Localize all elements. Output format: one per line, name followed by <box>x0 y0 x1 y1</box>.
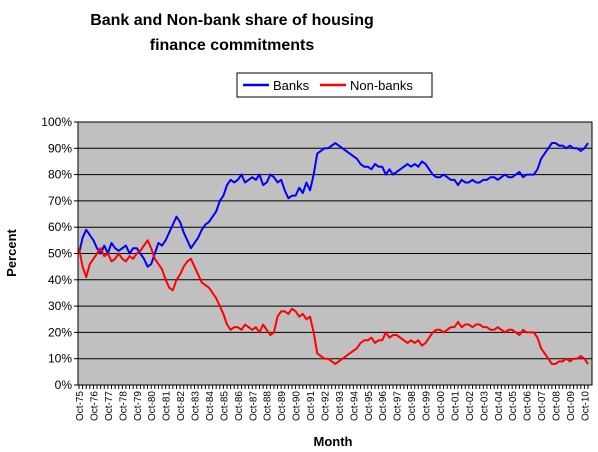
y-tick-label: 60% <box>48 220 72 234</box>
x-tick-label: Oct-91 <box>306 391 317 421</box>
x-axis-label: Month <box>314 434 353 449</box>
x-tick-label: Oct-85 <box>219 391 230 421</box>
plot-border <box>77 121 593 386</box>
y-tick-label: 50% <box>48 247 72 261</box>
y-tick-label: 40% <box>48 273 72 287</box>
x-tick-label: Oct-94 <box>349 391 360 421</box>
x-tick-label: Oct-92 <box>320 391 331 421</box>
y-tick-label: 70% <box>48 194 72 208</box>
x-tick-label: Oct-88 <box>263 391 274 421</box>
x-tick-label: Oct-86 <box>234 391 245 421</box>
x-tick-label: Oct-98 <box>407 391 418 421</box>
x-tick-label: Oct-81 <box>162 391 173 421</box>
x-tick-label: Oct-10 <box>580 391 591 421</box>
x-tick-label: Oct-83 <box>191 391 202 421</box>
x-tick-label: Oct-08 <box>552 391 563 421</box>
y-tick-label: 20% <box>48 325 72 339</box>
x-tick-label: Oct-09 <box>566 391 577 421</box>
y-tick-label: 30% <box>48 299 72 313</box>
x-tick-label: Oct-77 <box>104 391 115 421</box>
x-tick-label: Oct-89 <box>277 391 288 421</box>
x-tick-label: Oct-04 <box>494 391 505 421</box>
chart-title: Bank and Non-bank share of housing finan… <box>90 12 374 54</box>
y-tick-label: 10% <box>48 352 72 366</box>
x-tick-label: Oct-78 <box>118 391 129 421</box>
y-tick-label: 0% <box>55 378 73 392</box>
x-tick-label: Oct-06 <box>523 391 534 421</box>
x-tick-label: Oct-90 <box>292 391 303 421</box>
legend-label: Non-banks <box>350 78 413 93</box>
x-tick-label: Oct-99 <box>422 391 433 421</box>
series-line <box>78 239 589 365</box>
x-tick-label: Oct-82 <box>176 391 187 421</box>
x-tick-label: Oct-80 <box>147 391 158 421</box>
y-tick-label: 90% <box>48 141 72 155</box>
x-tick-label: Oct-75 <box>75 391 86 421</box>
x-tick-label: Oct-97 <box>393 391 404 421</box>
x-tick-label: Oct-93 <box>335 391 346 421</box>
x-tick-label: Oct-00 <box>436 391 447 421</box>
x-tick-label: Oct-07 <box>537 391 548 421</box>
x-tick-label: Oct-79 <box>133 391 144 421</box>
y-axis-label: Percent <box>4 228 19 276</box>
x-tick-label: Oct-87 <box>248 391 259 421</box>
x-tick-label: Oct-84 <box>205 391 216 421</box>
series-line <box>78 142 589 268</box>
x-tick-label: Oct-02 <box>465 391 476 421</box>
x-tick-label: Oct-01 <box>450 391 461 421</box>
x-tick-label: Oct-05 <box>508 391 519 421</box>
x-tick-label: Oct-76 <box>89 391 100 421</box>
y-tick-label: 80% <box>48 168 72 182</box>
x-tick-label: Oct-95 <box>364 391 375 421</box>
x-tick-label: Oct-03 <box>479 391 490 421</box>
x-tick-label: Oct-96 <box>378 391 389 421</box>
y-tick-label: 100% <box>41 115 72 129</box>
legend-label: Banks <box>273 78 310 93</box>
